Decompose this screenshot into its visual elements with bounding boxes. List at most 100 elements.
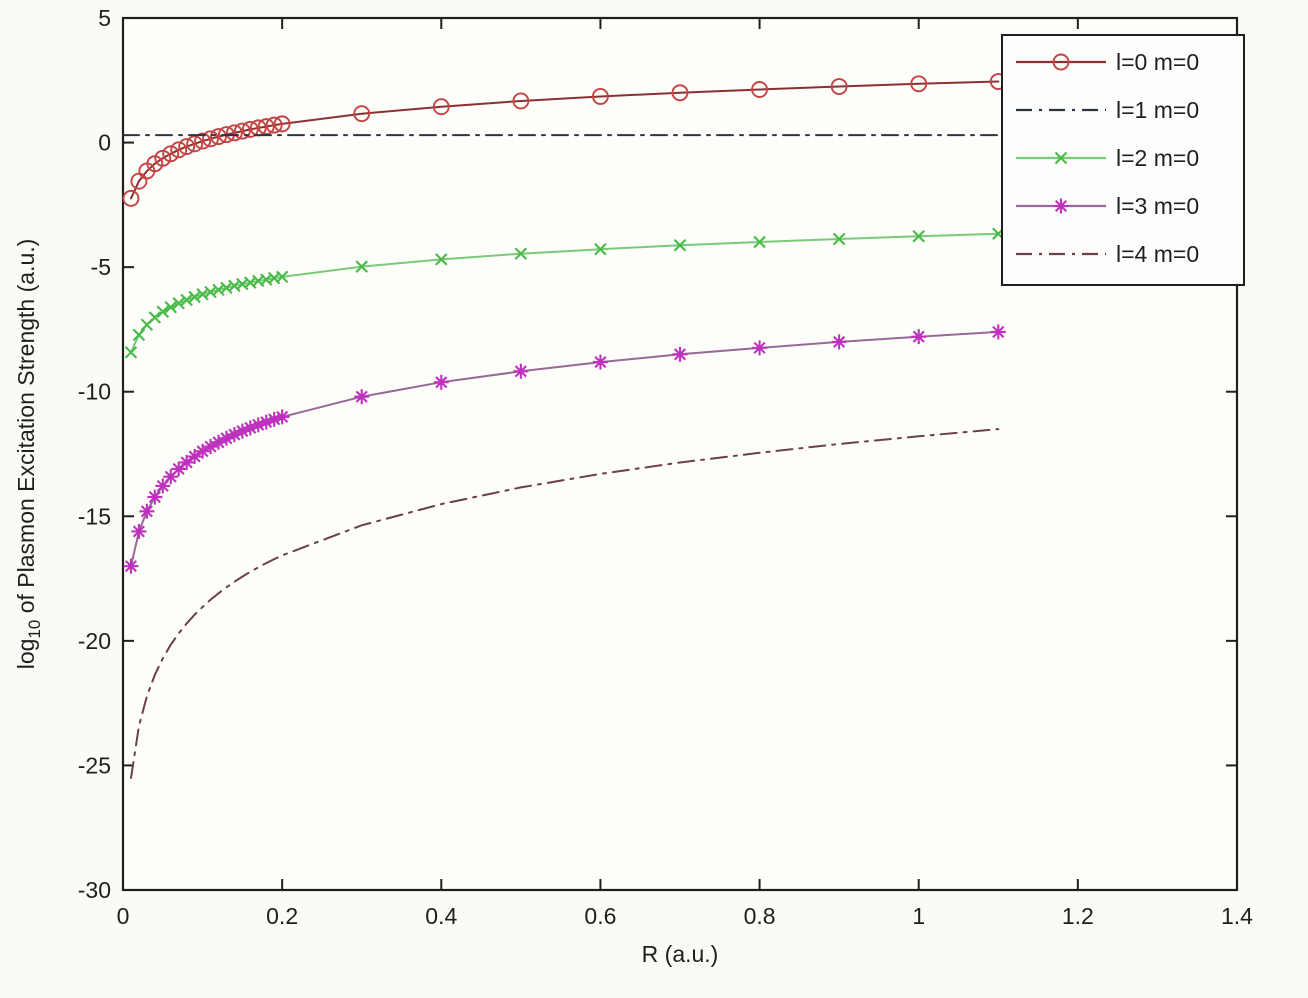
marker-asterisk [672,346,688,362]
x-axis-label: R (a.u.) [642,941,719,967]
marker-asterisk [354,389,370,405]
y-tick-label: -5 [91,254,111,280]
marker-asterisk [139,503,155,519]
marker-asterisk [131,523,147,539]
marker-asterisk [266,411,282,427]
marker-x [156,305,170,318]
marker-x [1054,151,1068,165]
axis-ticks [122,17,1238,891]
marker-x [204,285,217,299]
x-tick-label: 1.4 [1221,903,1253,929]
marker-x [180,293,193,307]
marker-x [594,242,607,256]
marker-circle [830,78,848,95]
marker-asterisk [1053,198,1069,214]
marker-x [124,346,138,359]
series-l-0-m-0 [122,73,1007,207]
marker-x [188,290,201,304]
legend-label: l=4 m=0 [1116,241,1199,267]
marker-asterisk [218,430,234,446]
marker-circle [186,135,204,153]
y-axis-label-rest: of Plasmon Excitation Strength (a.u.) [13,239,39,620]
marker-asterisk [258,414,274,430]
marker-circle [162,145,180,163]
marker-circle [194,132,212,150]
marker-asterisk [234,423,250,439]
marker-asterisk [513,363,529,379]
marker-x [673,238,687,252]
x-tick-label: 0 [117,903,130,929]
legend-entry: l=0 m=0 [1016,49,1199,75]
marker-asterisk [592,354,608,370]
legend-entry: l=4 m=0 [1016,241,1199,267]
marker-circle [210,128,227,146]
marker-circle [273,115,291,133]
x-tick-label: 1 [912,903,925,929]
y-axis-label: log10 of Plasmon Excitation Strength (a.… [13,239,44,670]
marker-x [514,247,528,260]
y-axis-label-prefix: log [13,639,39,670]
marker-circle [122,189,140,207]
series-l-4-m-0 [130,428,1000,779]
legend-entry: l=3 m=0 [1016,193,1199,219]
marker-asterisk [123,558,139,574]
marker-x [275,270,289,284]
y-tick-label: -20 [78,628,111,654]
marker-asterisk [203,439,219,455]
marker-asterisk [155,478,171,494]
marker-circle [432,98,450,116]
marker-circle [353,105,371,123]
marker-circle [512,92,530,110]
marker-asterisk [147,489,163,505]
marker-circle [1052,53,1070,71]
marker-x [912,230,925,243]
series-line [130,428,1000,779]
marker-asterisk [195,443,211,459]
marker-x [148,311,162,324]
x-tick-label: 0.2 [266,903,298,929]
x-tick-label: 0.4 [425,903,457,929]
marker-circle [225,124,243,142]
legend-entry: l=2 m=0 [1016,145,1199,171]
marker-x [435,253,448,266]
marker-circle [178,138,196,156]
marker-circle [751,81,769,98]
y-tick-label: -30 [78,877,111,903]
series-markers [122,73,1007,207]
y-tick-label: -10 [78,379,111,405]
marker-asterisk [911,329,927,345]
series-markers [123,324,1006,574]
marker-asterisk [242,420,258,436]
y-tick-label: -15 [78,503,111,529]
marker-asterisk [250,417,266,433]
series-l-2-m-0 [124,227,1005,359]
marker-x [172,297,185,310]
marker-asterisk [179,454,195,470]
y-axis-label-subscript: 10 [25,620,44,639]
legend: l=0 m=0 l=1 m=0 l=2 m=0 l=3 m=0 l=4 m=0 [1001,34,1245,286]
marker-asterisk [752,340,768,356]
marker-circle [591,88,609,105]
series-l-3-m-0 [123,324,1006,574]
y-tick-label: 0 [98,130,111,156]
marker-x [132,328,146,342]
legend-box [1001,34,1245,286]
legend-label: l=0 m=0 [1116,49,1199,75]
x-tick-label: 0.6 [584,903,616,929]
marker-circle [671,84,689,102]
marker-asterisk [226,427,242,443]
y-tick-label: 5 [98,5,111,31]
legend-label: l=3 m=0 [1116,193,1199,219]
x-tick-label: 0.8 [744,903,776,929]
marker-circle [265,116,283,134]
legend-label: l=2 m=0 [1116,145,1199,171]
marker-asterisk [831,334,847,350]
marker-asterisk [187,448,203,464]
marker-x [753,235,766,249]
y-tick-label: -25 [78,752,111,778]
legend-label: l=1 m=0 [1116,97,1199,123]
marker-circle [910,75,928,93]
marker-asterisk [433,374,449,390]
